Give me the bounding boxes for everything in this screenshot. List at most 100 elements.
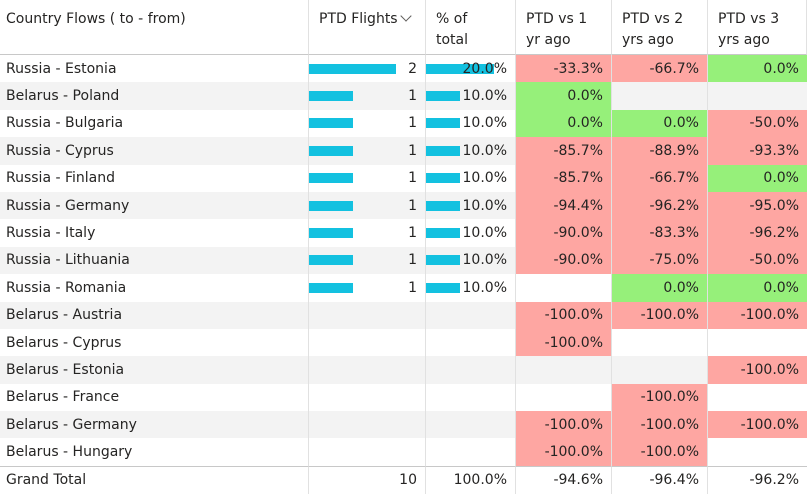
ptd-vs-1-cell[interactable] [516, 356, 612, 384]
ptd-vs-2-cell[interactable]: -66.7% [612, 55, 708, 83]
ptd-vs-1-cell[interactable]: -85.7% [516, 164, 612, 192]
flights-cell[interactable]: 1 [309, 274, 426, 302]
ptd-vs-3-cell[interactable]: 0.0% [708, 55, 807, 83]
ptd-vs-1-cell[interactable]: -33.3% [516, 55, 612, 83]
ptd-vs-1-cell[interactable]: 0.0% [516, 82, 612, 110]
pct-total-cell[interactable] [426, 383, 516, 412]
ptd-vs-1-cell[interactable]: -100.0% [516, 301, 612, 329]
flights-cell[interactable]: 1 [309, 219, 426, 247]
ptd-vs-3-cell[interactable]: -100.0% [708, 411, 807, 439]
header-ptd-vs-1[interactable]: PTD vs 1 yr ago [516, 0, 612, 55]
header-country-flows[interactable]: Country Flows ( to - from) [0, 0, 309, 55]
ptd-vs-3-cell[interactable] [708, 384, 807, 411]
pct-total-cell[interactable]: 20.0% [426, 55, 516, 83]
ptd-vs-3-cell[interactable]: -96.2% [708, 219, 807, 247]
pct-total-cell[interactable]: 10.0% [426, 274, 516, 302]
flights-cell[interactable]: 1 [309, 191, 426, 220]
ptd-vs-1-cell[interactable]: -90.0% [516, 219, 612, 247]
table-row-flow[interactable]: Russia - Italy [0, 219, 309, 247]
table-row-flow[interactable]: Russia - Lithuania [0, 246, 309, 275]
ptd-vs-3-cell[interactable] [708, 438, 807, 465]
flights-cell[interactable]: 1 [309, 137, 426, 165]
pct-total-cell[interactable] [426, 356, 516, 384]
ptd-vs-2-cell[interactable] [612, 356, 708, 384]
header-ptd-flights[interactable]: PTD Flights [309, 0, 426, 55]
ptd-vs-1-cell[interactable]: -100.0% [516, 328, 612, 357]
ptd-vs-3-cell[interactable]: 0.0% [708, 164, 807, 192]
table-row-flow[interactable]: Belarus - Austria [0, 301, 309, 329]
ptd-vs-2-cell[interactable]: -100.0% [612, 411, 708, 439]
ptd-vs-2-cell[interactable]: -83.3% [612, 219, 708, 247]
flights-cell[interactable] [309, 411, 426, 439]
pct-total-value: 10.0% [462, 88, 507, 105]
ptd-vs-2-cell[interactable]: -96.2% [612, 191, 708, 220]
flights-cell[interactable]: 1 [309, 109, 426, 138]
pct-total-cell[interactable]: 10.0% [426, 164, 516, 192]
flights-data-bar [309, 173, 353, 184]
pct-total-cell[interactable]: 10.0% [426, 137, 516, 165]
table-row-flow[interactable]: Russia - Germany [0, 191, 309, 220]
ptd-vs-3-cell[interactable]: -93.3% [708, 137, 807, 165]
pct-total-cell[interactable]: 10.0% [426, 191, 516, 220]
flights-cell[interactable] [309, 356, 426, 384]
flights-cell[interactable]: 1 [309, 164, 426, 192]
ptd-vs-2-cell[interactable]: -100.0% [612, 301, 708, 329]
flights-cell[interactable]: 1 [309, 246, 426, 275]
pct-total-cell[interactable] [426, 411, 516, 439]
ptd-vs-1-cell[interactable]: 0.0% [516, 109, 612, 138]
pct-total-cell[interactable] [426, 301, 516, 329]
header-pct-total[interactable]: % of total [426, 0, 516, 55]
table-row-flow[interactable]: Belarus - Germany [0, 411, 309, 439]
pct-total-cell[interactable]: 10.0% [426, 109, 516, 138]
ptd-vs-1-cell[interactable]: -100.0% [516, 411, 612, 439]
ptd-vs-2-cell[interactable]: -75.0% [612, 246, 708, 275]
ptd-vs-3-cell[interactable] [708, 82, 807, 110]
ptd-vs-2-cell[interactable]: 0.0% [612, 109, 708, 138]
pct-total-cell[interactable] [426, 328, 516, 357]
table-row-flow[interactable]: Russia - Romania [0, 274, 309, 302]
ptd-vs-2-cell[interactable]: -66.7% [612, 164, 708, 192]
flights-cell[interactable]: 2 [309, 55, 426, 83]
ptd-vs-2-cell[interactable]: 0.0% [612, 274, 708, 302]
header-ptd-vs-3[interactable]: PTD vs 3 yrs ago [708, 0, 807, 55]
flights-cell[interactable]: 1 [309, 82, 426, 110]
sort-chevron-down-icon[interactable] [400, 10, 412, 22]
table-row-flow[interactable]: Russia - Bulgaria [0, 109, 309, 138]
table-row-flow[interactable]: Russia - Cyprus [0, 137, 309, 165]
pct-total-cell[interactable]: 10.0% [426, 82, 516, 110]
table-row-flow[interactable]: Belarus - Poland [0, 82, 309, 110]
ptd-vs-1-cell[interactable]: -90.0% [516, 246, 612, 275]
flights-cell[interactable] [309, 301, 426, 329]
ptd-vs-2-cell[interactable]: -100.0% [612, 438, 708, 466]
table-row-flow[interactable]: Russia - Estonia [0, 55, 309, 83]
ptd-vs-3-cell[interactable]: -100.0% [708, 301, 807, 329]
ptd-vs-2-cell[interactable]: -100.0% [612, 383, 708, 412]
ptd-vs-1-cell[interactable] [516, 274, 612, 302]
table-row-flow[interactable]: Belarus - Hungary [0, 438, 309, 466]
ptd-vs-3-cell[interactable]: -50.0% [708, 109, 807, 138]
table-row-flow[interactable]: Belarus - France [0, 383, 309, 412]
pct-total-cell[interactable] [426, 438, 516, 466]
table-row-flow[interactable]: Belarus - Estonia [0, 356, 309, 384]
header-ptd-vs-2[interactable]: PTD vs 2 yrs ago [612, 0, 708, 55]
ptd-vs-3-cell[interactable]: -50.0% [708, 246, 807, 275]
flights-cell[interactable] [309, 383, 426, 412]
ptd-vs-3-cell[interactable]: 0.0% [708, 274, 807, 302]
ptd-vs-2-cell[interactable] [612, 82, 708, 110]
ptd-vs-3-cell[interactable]: -95.0% [708, 191, 807, 220]
ptd-vs-2-cell[interactable] [612, 328, 708, 357]
ptd-vs-1-cell[interactable]: -100.0% [516, 438, 612, 466]
ptd-vs-1-cell[interactable]: -85.7% [516, 137, 612, 165]
pct-total-cell[interactable]: 10.0% [426, 246, 516, 275]
flights-cell[interactable] [309, 328, 426, 357]
ptd-vs-2-cell[interactable]: -88.9% [612, 137, 708, 165]
table-row-flow[interactable]: Russia - Finland [0, 164, 309, 192]
pct-total-cell[interactable]: 10.0% [426, 219, 516, 247]
ptd-vs-1-cell[interactable]: -94.4% [516, 191, 612, 220]
ptd-vs-1-cell[interactable] [516, 383, 612, 412]
flights-cell[interactable] [309, 438, 426, 466]
table-row-flow[interactable]: Belarus - Cyprus [0, 328, 309, 357]
ptd-vs-3-cell[interactable] [708, 329, 807, 356]
ptd-vs-3-cell[interactable]: -100.0% [708, 356, 807, 384]
pct-total-value: 10.0% [462, 170, 507, 187]
